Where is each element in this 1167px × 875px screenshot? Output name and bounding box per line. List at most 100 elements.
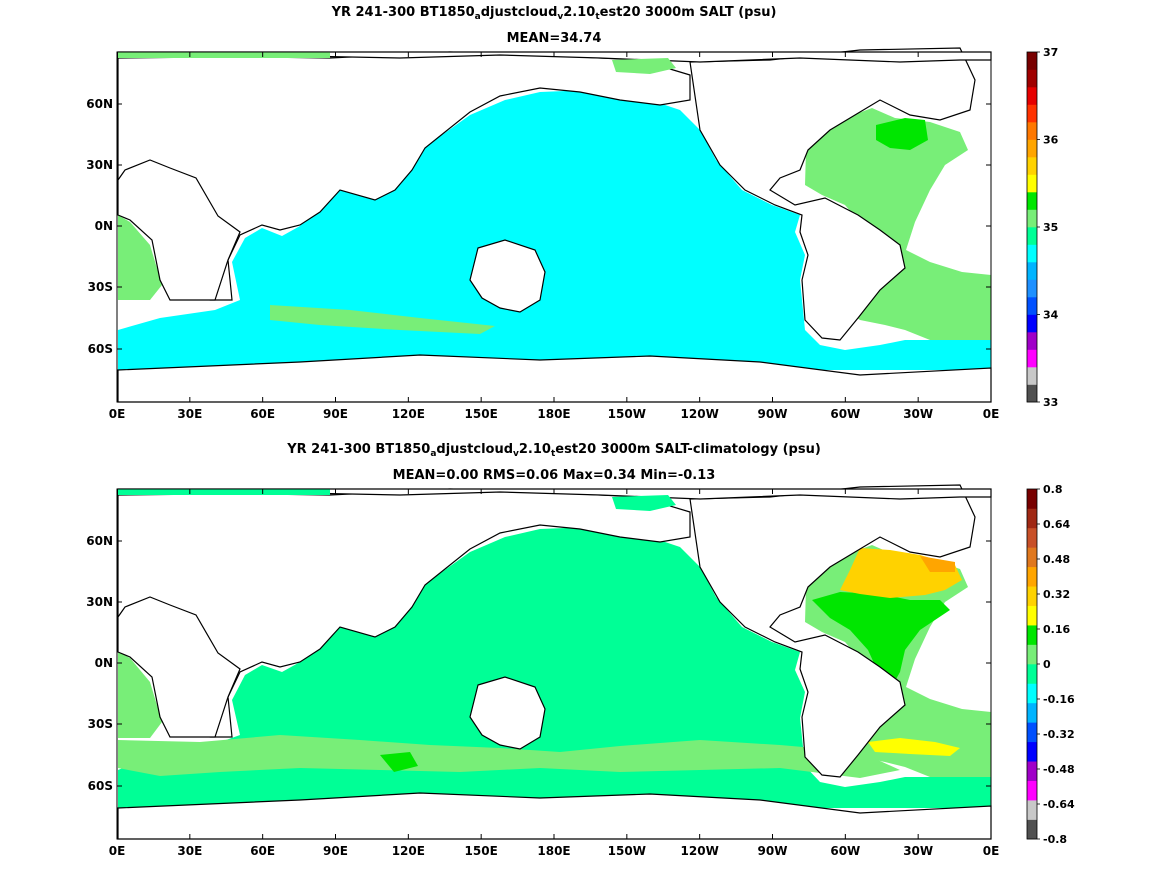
y-tick-label: 60N [86,534,113,548]
x-tick-label: 0E [109,407,126,421]
top-atlantic-west-field [118,215,162,300]
top-land-americas [689,47,976,341]
bottom-map-axes: 0E 30E 60E 90E 120E 150E 180E 150W 120W 90W 60W 30W… [86,489,999,858]
y-tick-label: 60S [88,779,113,793]
bottom-yellow-south [868,738,960,756]
colorbar-label: 36 [1043,134,1059,147]
x-tick-label: 0E [983,407,1000,421]
y-tick-label: 0N [95,219,113,233]
colorbar-segment [1027,104,1037,123]
colorbar-segment [1027,122,1037,140]
colorbar-segment [1027,227,1037,245]
top-land-australia [469,239,546,313]
y-tick-label: 30S [88,717,113,731]
colorbar-segment [1027,761,1037,781]
colorbar-label: 34 [1043,309,1059,322]
colorbar-segment [1027,262,1037,280]
x-tick-label: 90E [323,407,348,421]
colorbar-segment [1027,644,1037,665]
colorbar-label: 0.64 [1043,518,1070,531]
x-tick-label: 120E [392,844,425,858]
colorbar-segment [1027,702,1037,723]
colorbar-segment [1027,139,1037,158]
x-tick-label: 90W [758,407,788,421]
x-tick-label: 60E [250,407,275,421]
colorbar-label: 37 [1043,46,1058,59]
colorbar-segment [1027,384,1037,403]
bottom-panel-title: YR 241-300 BT1850adjustcloudv2.10test20 … [287,442,821,459]
colorbar-segment [1027,819,1037,840]
x-tick-label: 150E [465,407,498,421]
top-land [117,47,992,403]
y-tick-label: 0N [95,656,113,670]
colorbar-label: -0.16 [1043,693,1075,706]
colorbar-segment [1027,192,1037,210]
colorbar-segment [1027,349,1037,368]
x-tick-label: 180E [537,407,570,421]
x-tick-label: 150W [608,844,646,858]
top-south-band [270,305,495,334]
x-tick-label: 120W [681,407,719,421]
colorbar-segment [1027,489,1037,509]
bottom-green-spot [380,752,418,772]
colorbar-segment [1027,741,1037,762]
bottom-arctic-patch-1 [118,489,330,495]
colorbar-segment [1027,279,1037,298]
top-arctic-patch-1 [118,52,330,58]
top-panel-map: 0E 30E 60E 90E 120E 150E 180E 150W 120W 90W 60W 30W… [86,46,1059,421]
x-tick-label: 30W [903,407,933,421]
bottom-arctic-patches [118,489,676,511]
x-tick-label: 120E [392,407,425,421]
colorbar-segment [1027,69,1037,88]
colorbar-segment [1027,508,1037,529]
colorbar-segment [1027,332,1037,350]
top-arctic-patches [118,52,676,74]
y-tick-label: 30N [86,595,113,609]
x-tick-label: 30E [177,407,202,421]
top-panel-title: YR 241-300 BT1850adjustcloudv2.10test20 … [331,5,777,22]
top-pacific-field [118,90,991,370]
colorbar-segment [1027,780,1037,801]
colorbar-segment [1027,625,1037,645]
bottom-colorbar: 0.8 0.64 0.48 0.32 0.16 0 -0.16 -0.32 -0.48 -0.64… [1026,483,1075,846]
top-labrador-accent [876,118,928,150]
colorbar-segment [1027,244,1037,263]
colorbar-label: 0.48 [1043,553,1070,566]
x-tick-label: 0E [983,844,1000,858]
top-arctic-patch-2 [612,58,676,74]
colorbar-segment [1027,52,1037,70]
colorbar-segment [1027,87,1037,105]
y-tick-label: 60N [86,97,113,111]
x-tick-label: 30E [177,844,202,858]
colorbar-segment [1027,209,1037,228]
x-tick-label: 120W [681,844,719,858]
bottom-pacific-field [118,527,991,808]
x-tick-label: 150W [608,407,646,421]
x-tick-label: 0E [109,844,126,858]
colorbar-label: -0.8 [1043,833,1067,846]
colorbar-label: 35 [1043,221,1058,234]
x-tick-label: 60W [830,407,860,421]
colorbar-label: -0.64 [1043,798,1075,811]
top-map-axes: 0E 30E 60E 90E 120E 150E 180E 150W 120W 90W 60W 30W… [86,52,999,421]
colorbar-segment [1027,297,1037,315]
colorbar-segment [1027,367,1037,385]
colorbar-segment [1027,566,1037,587]
colorbar-label: 0.16 [1043,623,1070,636]
bottom-yellow-peak [920,556,955,572]
bottom-land-africa [117,596,241,738]
x-tick-label: 90W [758,844,788,858]
bottom-panel-subtitle: MEAN=0.00 RMS=0.06 Max=0.34 Min=-0.13 [392,468,716,483]
x-tick-label: 30W [903,844,933,858]
x-tick-label: 90E [323,844,348,858]
x-tick-label: 60E [250,844,275,858]
x-tick-label: 60W [830,844,860,858]
colorbar-label: 0 [1043,658,1051,671]
bottom-indian-field [118,652,162,738]
top-land-africa [117,159,241,301]
colorbar-segment [1027,547,1037,568]
colorbar-segment [1027,174,1037,193]
x-tick-label: 150E [465,844,498,858]
bottom-land-americas [689,484,976,778]
bottom-land-australia [469,676,546,750]
